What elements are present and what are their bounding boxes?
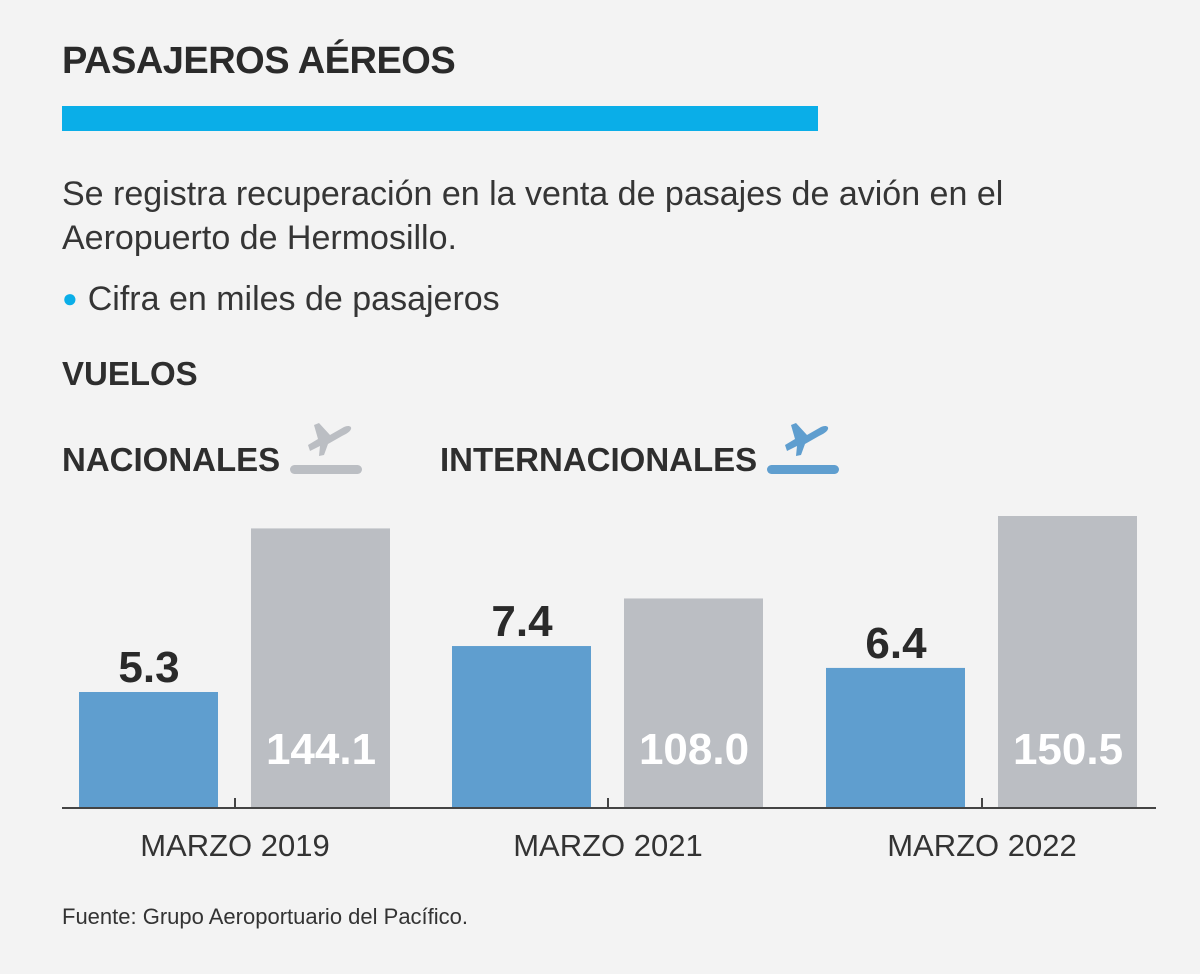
airplane-takeoff-icon	[290, 423, 363, 474]
category-label: MARZO 2022	[887, 828, 1077, 863]
chart-title: PASAJEROS AÉREOS	[62, 40, 456, 82]
category-label: MARZO 2021	[513, 828, 703, 863]
legend-label-nacionales: NACIONALES	[62, 441, 281, 478]
title-accent-bar	[62, 106, 818, 131]
chart-subtitle: Se registra recuperación en la venta de …	[62, 175, 1004, 257]
airplane-takeoff-icon	[767, 423, 840, 474]
legend-heading: VUELOS	[62, 355, 198, 392]
unit-note-text: Cifra en miles de pasajeros	[87, 280, 500, 318]
data-label-nacionales: 108.0	[639, 725, 749, 774]
category-label: MARZO 2019	[140, 828, 330, 863]
bar-internacionales	[79, 692, 218, 808]
bullet-icon: ●	[62, 283, 78, 313]
bar-chart: 5.3 144.1 MARZO 2019 7.4 108.0 MARZO 2021 6.4 1…	[62, 516, 1156, 863]
data-label-nacionales: 150.5	[1013, 725, 1123, 774]
unit-note: ● Cifra en miles de pasajeros	[62, 280, 500, 319]
source-note: Fuente: Grupo Aeroportuario del Pacífico…	[62, 904, 469, 929]
bar-nacionales	[998, 516, 1137, 808]
legend-label-internacionales: INTERNACIONALES	[440, 441, 758, 478]
bar-nacionales	[251, 528, 390, 808]
bar-nacionales	[624, 598, 763, 808]
data-label-internacionales: 6.4	[865, 619, 927, 668]
bar-internacionales	[826, 667, 965, 808]
legend-item-nacionales: NACIONALES	[62, 415, 366, 479]
data-label-internacionales: 5.3	[118, 643, 179, 692]
legend-item-internacionales: INTERNACIONALES	[440, 415, 843, 479]
data-label-internacionales: 7.4	[491, 597, 553, 646]
bar-internacionales	[452, 646, 591, 808]
data-label-nacionales: 144.1	[266, 725, 376, 774]
